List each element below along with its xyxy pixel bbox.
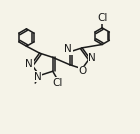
Text: N: N	[88, 53, 96, 63]
Text: O: O	[79, 66, 87, 76]
Text: N: N	[25, 59, 33, 69]
Text: N: N	[34, 72, 42, 82]
Text: N: N	[64, 44, 72, 54]
Text: Cl: Cl	[97, 13, 107, 23]
Text: Cl: Cl	[53, 78, 63, 88]
